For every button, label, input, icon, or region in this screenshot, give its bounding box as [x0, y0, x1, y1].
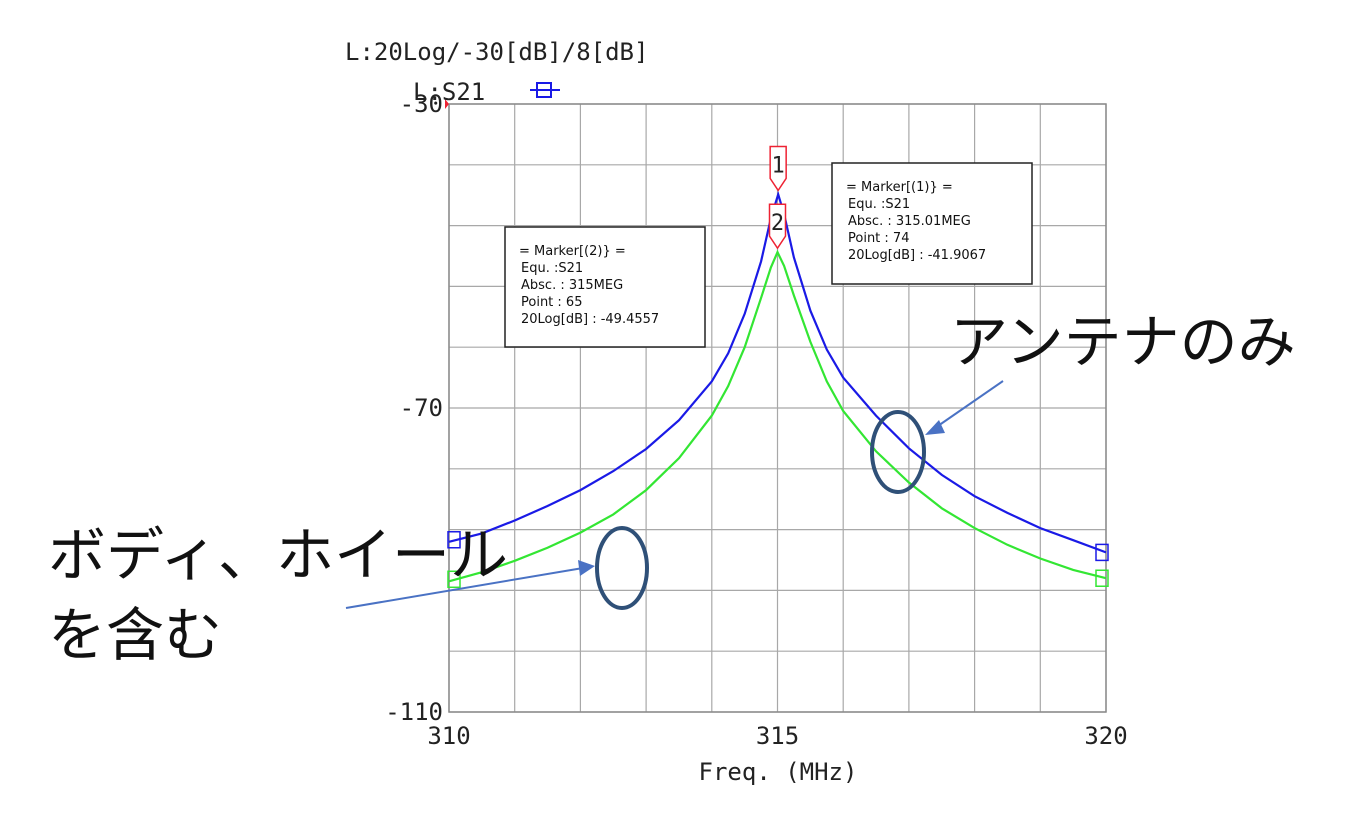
arrowhead-body-icon [578, 560, 595, 576]
annotation-text-body-line1: ボディ、ホイール [48, 521, 508, 589]
marker-box-frame [831, 162, 1033, 285]
marker-flag-icon [768, 203, 787, 250]
marker-box-line: Point : 74 [848, 231, 909, 246]
marker-box-line: Point : 65 [521, 295, 582, 310]
marker-boxes: = Marker[(2)} = Equ. :S21 Absc. : 315MEG Po… [504, 162, 1033, 348]
arrowhead-antenna-icon [925, 420, 945, 435]
marker-2: 2 [768, 203, 787, 250]
annotation-antenna-only: アンテナのみ [870, 308, 1296, 494]
annotation-arrow-body [345, 567, 584, 609]
x-tick-label: 320 [1084, 722, 1127, 750]
legend-series-icon [530, 82, 560, 98]
annotation-text-antenna-only: アンテナのみ [950, 308, 1296, 376]
series-1-end-point [1095, 543, 1109, 562]
series-2-end-point [1095, 569, 1109, 587]
marker-label: 2 [771, 211, 784, 236]
annotation-ellipse-body [595, 526, 649, 610]
series-2-start-point [447, 570, 461, 589]
marker-box-line: Equ. :S21 [521, 261, 583, 276]
marker-box-line: Absc. : 315MEG [521, 278, 623, 293]
series-1-start-point [447, 531, 461, 549]
marker-box-2: = Marker[(2)} = Equ. :S21 Absc. : 315MEG Po… [504, 226, 706, 348]
y-tick-label: -110 [385, 698, 443, 726]
marker-box-1: = Marker[(1)} = Equ. :S21 Absc. : 315.01ME… [831, 162, 1033, 285]
marker-box-line: = Marker[(1)} = [846, 180, 953, 195]
marker-box-line: 20Log[dB] : -41.9067 [848, 248, 986, 263]
series-line-2 [448, 249, 1107, 583]
marker-label: 1 [772, 153, 785, 178]
legend-label: L:S21 [413, 78, 485, 106]
marker-box-line: 20Log[dB] : -49.4557 [521, 312, 659, 327]
x-tick-label: 315 [756, 722, 799, 750]
axis-ticks: 310 315 320 -30 -70 -110 [385, 90, 1127, 750]
x-axis-label: Freq. (MHz) [699, 758, 858, 786]
marker-box-frame [504, 226, 706, 348]
annotation-text-body-line2: を含む [48, 601, 222, 669]
x-tick-label: 310 [427, 722, 470, 750]
series-line-1 [448, 190, 1107, 554]
y-tick-label: -70 [400, 394, 443, 422]
annotation-ellipse-antenna [870, 410, 926, 494]
marker-box-line: = Marker[(2)} = [519, 244, 626, 259]
marker-box-line: Equ. :S21 [848, 197, 910, 212]
plot-markers: 12 [768, 145, 787, 250]
plot-series [447, 190, 1109, 589]
annotation-arrow-antenna [934, 380, 1004, 429]
marker-box-line: Absc. : 315.01MEG [848, 214, 971, 229]
annotation-with-body: ボディ、ホイール を含む [48, 521, 649, 669]
plot-frame [448, 103, 1107, 713]
axis-origin-marker-icon [445, 99, 449, 109]
chart-title: L:20Log/-30[dB]/8[dB] [345, 38, 648, 66]
marker-flag-icon [769, 145, 787, 192]
y-tick-label: -30 [400, 90, 443, 118]
marker-1: 1 [769, 145, 787, 192]
